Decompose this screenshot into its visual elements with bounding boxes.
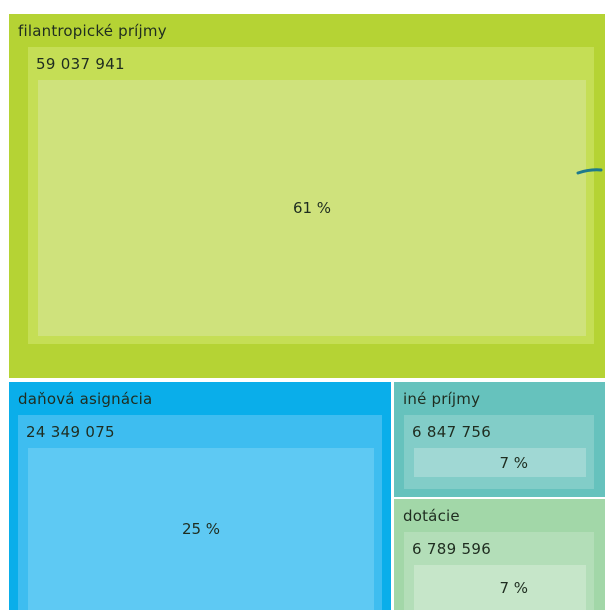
tile-danova-asignacia[interactable]: daňová asignácia 24 349 075 25 % — [9, 382, 391, 610]
percent-label-ine-prijmy: 7 % — [499, 453, 529, 472]
value-box-dotacie: 6 789 596 7 % — [404, 532, 594, 610]
percent-box-dotacie: 7 % — [414, 565, 586, 610]
tile-label-danova-asignacia: daňová asignácia — [18, 390, 153, 408]
tile-filantropicke-prijmy[interactable]: filantropické príjmy 59 037 941 61 % — [9, 14, 605, 378]
value-label-danova-asignacia: 24 349 075 — [26, 423, 115, 441]
percent-box-danova-asignacia: 25 % — [28, 448, 374, 610]
tile-ine-prijmy[interactable]: iné príjmy 6 847 756 7 % — [394, 382, 605, 497]
percent-label-danova-asignacia: 25 % — [181, 520, 221, 538]
tile-label-filantropicke-prijmy: filantropické príjmy — [18, 22, 167, 40]
value-box-filantropicke-prijmy: 59 037 941 61 % — [28, 47, 594, 344]
percent-box-filantropicke-prijmy: 61 % — [38, 80, 586, 336]
value-box-danova-asignacia: 24 349 075 25 % — [18, 415, 382, 610]
percent-box-ine-prijmy: 7 % — [414, 448, 586, 477]
tile-label-ine-prijmy: iné príjmy — [403, 390, 481, 408]
value-box-ine-prijmy: 6 847 756 7 % — [404, 415, 594, 489]
percent-label-filantropicke-prijmy: 61 % — [292, 199, 332, 217]
tile-dotacie[interactable]: dotácie 6 789 596 7 % — [394, 499, 605, 610]
tile-label-dotacie: dotácie — [403, 507, 460, 525]
percent-label-dotacie: 7 % — [499, 578, 529, 597]
value-label-ine-prijmy: 6 847 756 — [412, 423, 492, 441]
value-label-filantropicke-prijmy: 59 037 941 — [36, 55, 125, 73]
value-label-dotacie: 6 789 596 — [412, 540, 492, 558]
